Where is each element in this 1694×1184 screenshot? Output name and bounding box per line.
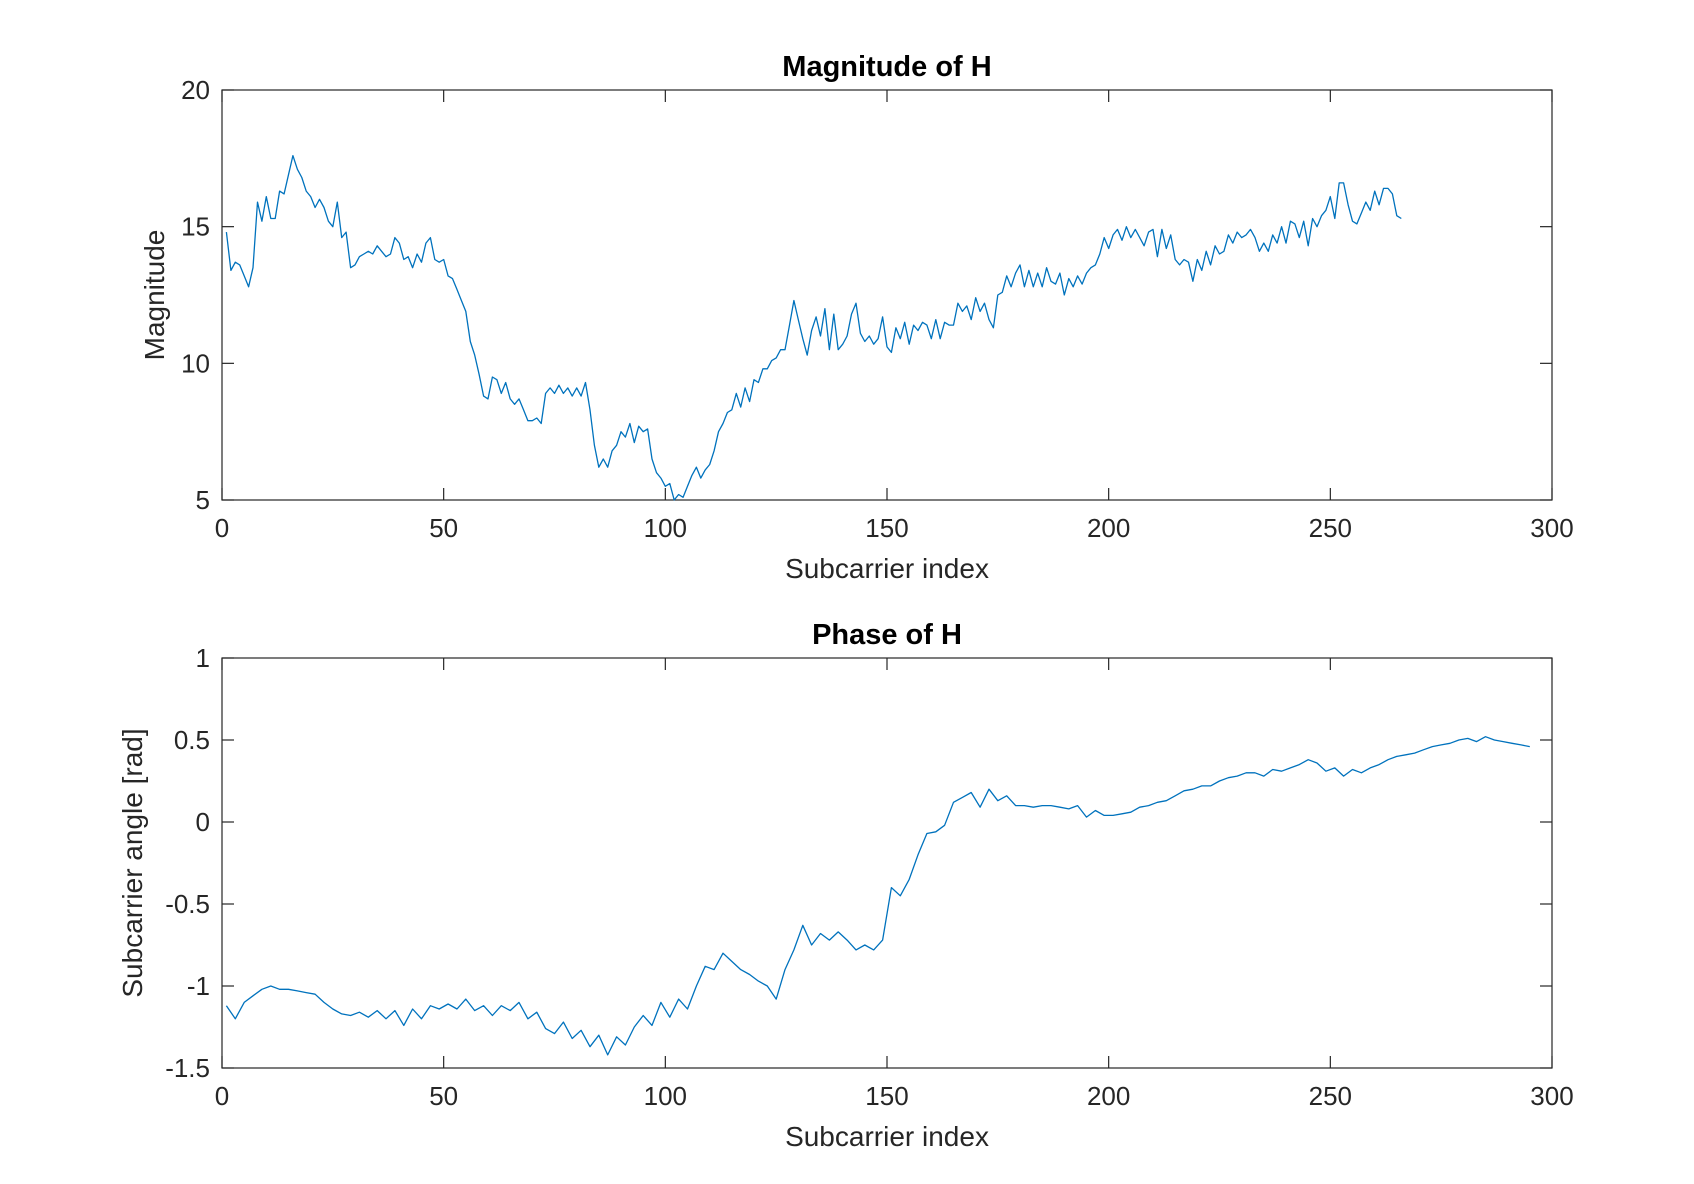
magnitude-y-tick-label: 5	[196, 485, 210, 515]
magnitude-axes	[221, 89, 1553, 501]
magnitude-y-tick-label: 10	[181, 348, 210, 378]
phase-y-tick-label: -1.5	[165, 1053, 210, 1083]
phase-y-tick-label: 1	[196, 643, 210, 673]
phase-tick-labels: 0 50 100 150 200 250 300 -1.5 -1 -0.5 0 0.5 1	[165, 643, 1574, 1111]
phase-ticks	[221, 657, 1553, 1069]
phase-y-tick-label: 0	[196, 807, 210, 837]
phase-x-tick-label: 50	[429, 1081, 458, 1111]
magnitude-title: Magnitude of H	[782, 51, 991, 83]
phase-y-tick-label: -1	[187, 971, 210, 1001]
magnitude-ticks	[221, 89, 1553, 501]
phase-x-tick-label: 250	[1309, 1081, 1352, 1111]
magnitude-x-tick-label: 150	[865, 513, 908, 543]
magnitude-series-line	[225, 154, 1402, 501]
magnitude-y-tick-label: 20	[181, 75, 210, 105]
phase-x-tick-label: 100	[644, 1081, 687, 1111]
phase-x-axis-label: Subcarrier index	[785, 1121, 989, 1152]
magnitude-x-tick-label: 100	[644, 513, 687, 543]
phase-x-tick-label: 200	[1087, 1081, 1130, 1111]
magnitude-tick-labels: 0 50 100 150 200 250 300 5 10 15 20	[181, 75, 1574, 543]
magnitude-chart: 0 50 100 150 200 250 300 5 10 15 20 Magnitude of H…	[139, 51, 1574, 584]
magnitude-y-tick-label: 15	[181, 212, 210, 242]
phase-title: Phase of H	[812, 619, 962, 651]
magnitude-x-tick-label: 250	[1309, 513, 1352, 543]
magnitude-y-axis-label: Magnitude	[139, 230, 170, 361]
phase-x-tick-label: 150	[865, 1081, 908, 1111]
magnitude-x-tick-label: 300	[1530, 513, 1573, 543]
magnitude-x-tick-label: 50	[429, 513, 458, 543]
phase-x-tick-label: 300	[1530, 1081, 1573, 1111]
phase-series-line	[225, 736, 1530, 1056]
phase-y-tick-label: -0.5	[165, 889, 210, 919]
magnitude-x-tick-label: 0	[215, 513, 229, 543]
phase-x-tick-label: 0	[215, 1081, 229, 1111]
phase-chart: 0 50 100 150 200 250 300 -1.5 -1 -0.5 0 0.5 1 Phase …	[117, 619, 1574, 1152]
magnitude-x-axis-label: Subcarrier index	[785, 553, 989, 584]
phase-y-axis-label: Subcarrier angle [rad]	[117, 728, 148, 997]
magnitude-x-tick-label: 200	[1087, 513, 1130, 543]
phase-y-tick-label: 0.5	[174, 725, 210, 755]
phase-axes	[221, 657, 1553, 1069]
